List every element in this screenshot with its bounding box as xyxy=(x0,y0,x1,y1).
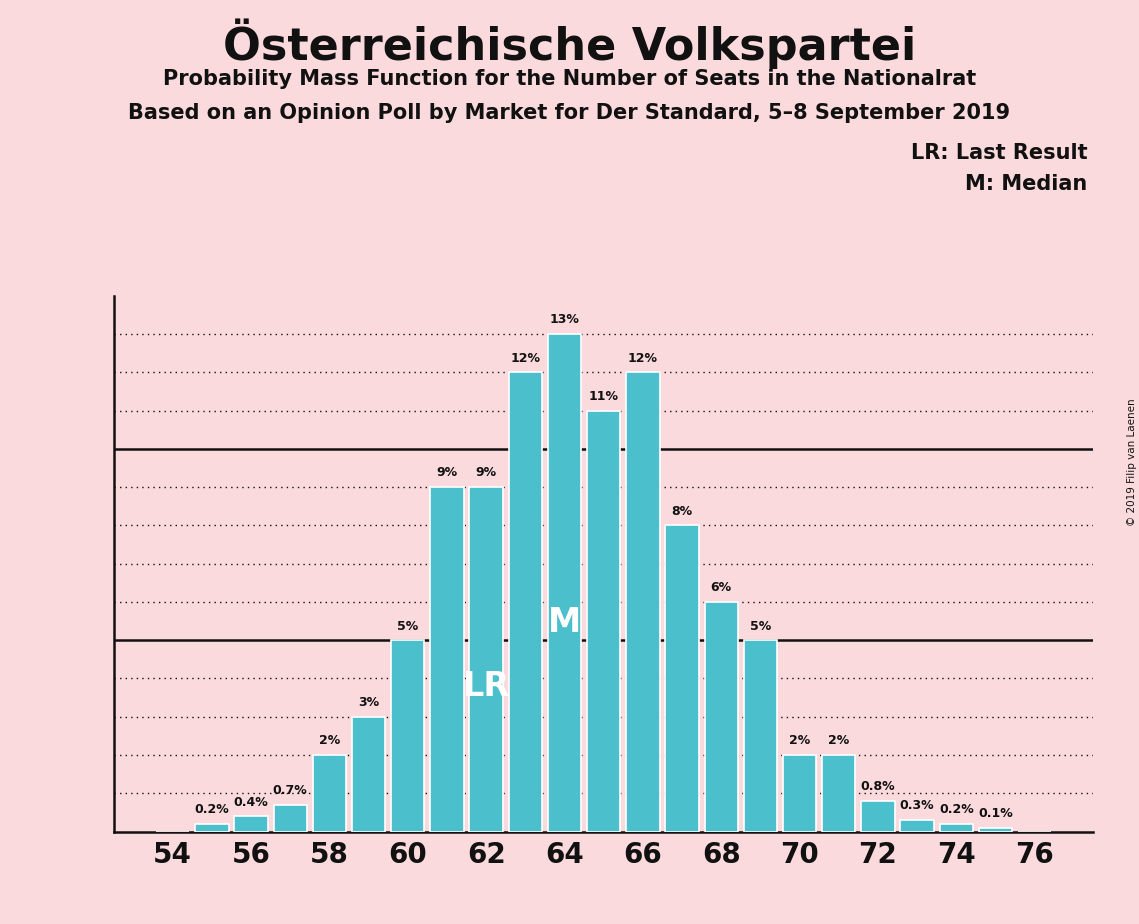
Text: M: Median: M: Median xyxy=(966,174,1088,194)
Text: 6%: 6% xyxy=(711,581,731,594)
Text: 0.8%: 0.8% xyxy=(861,781,895,794)
Text: 11%: 11% xyxy=(589,390,618,403)
Text: 0.3%: 0.3% xyxy=(900,799,934,812)
Bar xyxy=(665,526,698,832)
Bar xyxy=(744,640,777,832)
Text: 12%: 12% xyxy=(510,352,540,365)
Bar xyxy=(901,821,934,832)
Text: 0.7%: 0.7% xyxy=(273,784,308,797)
Bar xyxy=(548,334,581,832)
Bar xyxy=(352,717,385,832)
Bar xyxy=(940,824,973,832)
Bar xyxy=(391,640,425,832)
Bar xyxy=(195,824,229,832)
Text: 3%: 3% xyxy=(358,696,379,709)
Text: 0.2%: 0.2% xyxy=(195,803,229,816)
Bar xyxy=(822,755,855,832)
Text: 0.4%: 0.4% xyxy=(233,796,269,808)
Text: M: M xyxy=(548,606,581,639)
Text: 9%: 9% xyxy=(436,467,458,480)
Text: 0.2%: 0.2% xyxy=(939,803,974,816)
Text: © 2019 Filip van Laenen: © 2019 Filip van Laenen xyxy=(1126,398,1137,526)
Text: Based on an Opinion Poll by Market for Der Standard, 5–8 September 2019: Based on an Opinion Poll by Market for D… xyxy=(129,103,1010,124)
Text: 2%: 2% xyxy=(319,735,341,748)
Text: 0.1%: 0.1% xyxy=(978,808,1013,821)
Text: Österreichische Volkspartei: Österreichische Volkspartei xyxy=(223,18,916,69)
Bar xyxy=(273,805,306,832)
Text: LR: Last Result: LR: Last Result xyxy=(911,143,1088,164)
Bar xyxy=(978,828,1013,832)
Text: 8%: 8% xyxy=(672,505,693,517)
Bar xyxy=(509,372,542,832)
Bar xyxy=(235,816,268,832)
Bar xyxy=(705,602,738,832)
Bar xyxy=(861,801,894,832)
Bar xyxy=(587,410,621,832)
Text: 2%: 2% xyxy=(789,735,810,748)
Bar xyxy=(469,487,502,832)
Text: 2%: 2% xyxy=(828,735,850,748)
Text: 5%: 5% xyxy=(749,620,771,633)
Text: Probability Mass Function for the Number of Seats in the Nationalrat: Probability Mass Function for the Number… xyxy=(163,69,976,90)
Bar xyxy=(626,372,659,832)
Bar xyxy=(431,487,464,832)
Text: 13%: 13% xyxy=(549,313,580,326)
Text: 9%: 9% xyxy=(476,467,497,480)
Text: LR: LR xyxy=(462,671,509,703)
Bar xyxy=(313,755,346,832)
Text: 5%: 5% xyxy=(398,620,418,633)
Text: 12%: 12% xyxy=(628,352,658,365)
Bar xyxy=(782,755,817,832)
